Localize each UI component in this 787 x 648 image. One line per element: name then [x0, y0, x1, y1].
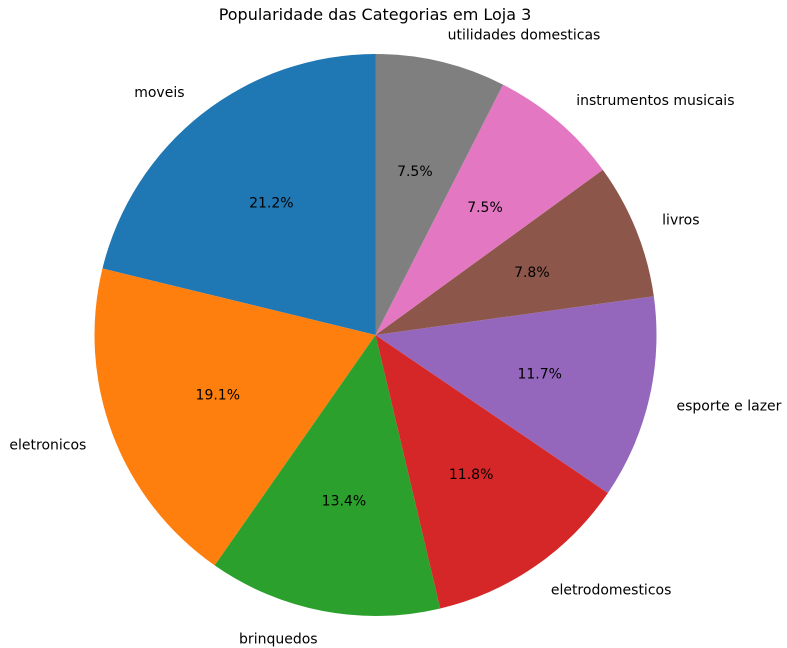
slice-percent-label: 7.5%	[467, 200, 503, 216]
slice-category-label: eletronicos	[9, 437, 86, 453]
slice-category-label: brinquedos	[239, 632, 318, 648]
pie-slice-2	[214, 335, 441, 616]
slice-percent-label: 7.5%	[397, 164, 433, 180]
pie-slice-4	[375, 296, 657, 493]
pie-slice-6	[375, 84, 603, 335]
slice-category-label: livros	[662, 212, 699, 228]
slice-percent-label: 11.8%	[449, 467, 493, 483]
slice-percent-label: 21.2%	[249, 195, 293, 211]
pie-slice-1	[94, 268, 376, 566]
slice-percent-label: 13.4%	[322, 494, 366, 510]
slice-category-label: moveis	[134, 85, 184, 101]
chart-title: Popularidade das Categorias em Loja 3	[219, 5, 532, 24]
pie-slice-7	[375, 54, 504, 335]
pie-labels: 21.2% moveis 19.1% eletronicos 13.4% brinqued…	[9, 27, 781, 647]
slice-category-label: eletrodomesticos	[551, 583, 672, 599]
slice-percent-label: 7.8%	[514, 265, 550, 281]
pie-slice-0	[102, 54, 376, 335]
pie-slices	[94, 54, 657, 616]
slice-category-label: esporte e lazer	[677, 398, 782, 414]
slice-percent-label: 19.1%	[196, 388, 240, 404]
slice-percent-label: 11.7%	[517, 366, 561, 382]
pie-slice-5	[375, 169, 654, 335]
slice-category-label: instrumentos musicais	[576, 93, 734, 109]
slice-category-label: utilidades domesticas	[448, 27, 601, 43]
pie-slice-3	[375, 335, 608, 609]
